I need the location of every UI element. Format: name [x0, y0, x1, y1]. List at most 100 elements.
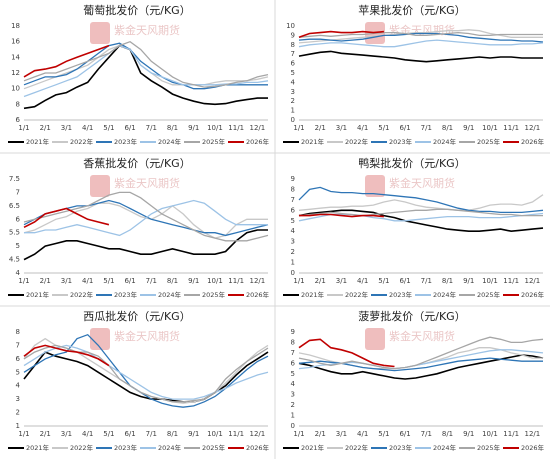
y-tick-label: 18 [11, 22, 20, 30]
series-line [23, 44, 269, 90]
y-tick-label: 2 [291, 97, 295, 105]
legend-label: 2025年 [202, 137, 226, 146]
x-tick-label: 4/1 [357, 430, 368, 438]
x-tick-label: 5/1 [103, 124, 114, 132]
series-line [298, 338, 395, 368]
x-tick-label: 12/1 [250, 124, 266, 132]
legend-label: 2024年 [158, 290, 182, 299]
series-line [23, 44, 268, 110]
y-tick-label: 6 [291, 359, 296, 367]
legend-label: 2022年 [345, 137, 369, 146]
x-tick-label: 8/1 [442, 124, 453, 132]
y-tick-label: 7.5 [9, 175, 20, 183]
y-tick-label: 7 [291, 196, 295, 204]
legend-label: 2022年 [70, 290, 94, 299]
y-tick-label: 7 [16, 188, 20, 196]
x-tick-label: 8/1 [167, 430, 178, 438]
x-tick-label: 11/1 [228, 277, 244, 285]
series-line [23, 202, 268, 239]
y-tick-label: 5.5 [9, 229, 20, 237]
legend-label: 2024年 [433, 137, 457, 146]
x-tick-label: 9/1 [463, 430, 474, 438]
x-tick-label: 10/1 [207, 277, 223, 285]
series-line [298, 212, 544, 222]
legend-label: 2023年 [114, 443, 138, 452]
series-line [23, 344, 110, 367]
y-tick-label: 5 [16, 368, 20, 376]
x-tick-label: 6/1 [399, 430, 410, 438]
series-line [298, 186, 544, 214]
legend-label: 2023年 [389, 290, 413, 299]
x-tick-label: 7/1 [146, 277, 157, 285]
y-tick-label: 16 [11, 38, 20, 46]
y-tick-label: 8 [291, 41, 295, 49]
x-tick-label: 1/1 [293, 430, 304, 438]
x-tick-label: 3/1 [336, 124, 347, 132]
y-tick-label: 5 [291, 370, 295, 378]
y-tick-label: 2 [291, 401, 295, 409]
x-tick-label: 11/1 [503, 430, 519, 438]
legend-label: 2023年 [114, 290, 138, 299]
watermark: 紫金天风期货 [389, 176, 455, 190]
series-line [298, 194, 544, 211]
x-tick-label: 2/1 [315, 277, 326, 285]
x-tick-label: 10/1 [482, 430, 498, 438]
x-tick-label: 9/1 [188, 277, 199, 285]
y-tick-label: 9 [291, 175, 295, 183]
series-line [298, 32, 544, 43]
legend-label: 2022年 [70, 137, 94, 146]
series-line [298, 29, 543, 44]
series-line [23, 333, 269, 408]
series-line [23, 191, 269, 242]
y-tick-label: 6 [16, 215, 21, 223]
series-line [23, 40, 269, 88]
series-line [298, 336, 544, 370]
y-tick-label: 5 [16, 242, 20, 250]
x-tick-label: 10/1 [207, 124, 223, 132]
x-tick-label: 12/1 [525, 124, 541, 132]
x-tick-label: 7/1 [421, 430, 432, 438]
y-tick-label: 0 [291, 422, 295, 430]
x-tick-label: 4/1 [82, 124, 93, 132]
x-tick-label: 12/1 [250, 430, 266, 438]
x-tick-label: 3/1 [336, 430, 347, 438]
y-tick-label: 7 [291, 349, 295, 357]
x-tick-label: 2/1 [315, 124, 326, 132]
legend-label: 2024年 [433, 443, 457, 452]
legend-label: 2021年 [26, 137, 50, 146]
legend-label: 2022年 [345, 290, 369, 299]
x-tick-label: 6/1 [124, 430, 135, 438]
watermark: 紫金天风期货 [114, 329, 180, 343]
y-tick-label: 1 [291, 259, 295, 267]
y-tick-label: 3 [16, 395, 20, 403]
y-tick-label: 7 [16, 341, 20, 349]
x-tick-label: 2/1 [40, 430, 51, 438]
legend-label: 2021年 [301, 443, 325, 452]
x-tick-label: 2/1 [315, 430, 326, 438]
legend-label: 2021年 [301, 137, 325, 146]
y-tick-label: 5 [291, 69, 295, 77]
x-tick-label: 5/1 [378, 124, 389, 132]
legend-label: 2026年 [521, 443, 545, 452]
legend-label: 2024年 [158, 443, 182, 452]
x-tick-label: 1/1 [18, 277, 29, 285]
x-tick-label: 2/1 [40, 124, 51, 132]
y-tick-label: 8 [291, 185, 295, 193]
series-line [298, 209, 544, 233]
x-tick-label: 11/1 [228, 124, 244, 132]
x-tick-label: 1/1 [18, 124, 29, 132]
y-tick-label: 4 [16, 382, 21, 390]
y-tick-label: 3 [291, 391, 295, 399]
legend-label: 2023年 [114, 137, 138, 146]
series-line [298, 30, 384, 39]
y-tick-label: 3 [291, 88, 295, 96]
x-tick-label: 3/1 [61, 277, 72, 285]
chart-title: 香蕉批发价（元/KG） [83, 156, 190, 170]
x-tick-label: 1/1 [293, 277, 304, 285]
chart-title: 菠萝批发价（元/KG） [358, 309, 465, 323]
legend-label: 2025年 [477, 290, 501, 299]
series-line [23, 207, 110, 229]
watermark-seal [90, 22, 110, 44]
y-tick-label: 2 [16, 409, 20, 417]
